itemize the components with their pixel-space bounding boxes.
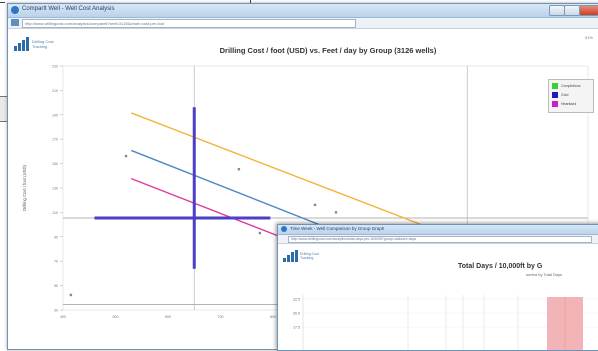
data-point (259, 232, 261, 234)
y-tick-label: 130 (52, 187, 58, 191)
y-tick-label: 70 (54, 260, 58, 264)
legend-label: Heartland (561, 101, 576, 107)
y-tick-label: 110 (52, 211, 58, 215)
y-tick-label: 230 (52, 65, 58, 69)
legend-label: Gold (561, 92, 568, 98)
x-tick-label: 700 (218, 315, 224, 319)
x-tick-label: 500 (113, 315, 119, 319)
y-tick-label: 50 (54, 284, 58, 288)
y-tick-label: 210 (52, 89, 58, 93)
background-rule-horizontal (0, 2, 5, 3)
legend-item[interactable]: Completions (552, 83, 592, 89)
y-tick-label: 90 (54, 235, 58, 239)
chart-legend: Completions Gold Heartland (548, 79, 594, 113)
popup-browser-window[interactable]: Time Week - Well Comparison by Group Gra… (277, 224, 598, 351)
days-per-10000ft-chart: 22.5 20.0 17.5 (278, 225, 598, 350)
y-tick-label: 22.5 (293, 298, 300, 302)
data-point (70, 294, 72, 296)
legend-swatch (552, 83, 558, 89)
y-tick-label: 190 (52, 113, 58, 117)
data-point (125, 155, 127, 157)
legend-item[interactable]: Heartland (552, 101, 592, 107)
y-axis-label: Drilling Cost / foot (USD) (22, 164, 27, 210)
y-tick-label: 170 (52, 138, 58, 142)
legend-item[interactable]: Gold (552, 92, 592, 98)
x-tick-label: 400 (60, 315, 66, 319)
data-point (335, 211, 337, 213)
x-tick-label: 800 (270, 315, 276, 319)
y-tick-label: 30 (54, 309, 58, 313)
legend-swatch (552, 92, 558, 98)
y-tick-label: 150 (52, 162, 58, 166)
x-tick-label: 600 (165, 315, 171, 319)
y-tick-label: 17.5 (293, 326, 300, 330)
data-point (238, 168, 240, 170)
data-point (314, 204, 316, 206)
y-tick-label: 20.0 (293, 312, 300, 316)
legend-swatch (552, 101, 558, 107)
legend-label: Completions (561, 83, 580, 89)
